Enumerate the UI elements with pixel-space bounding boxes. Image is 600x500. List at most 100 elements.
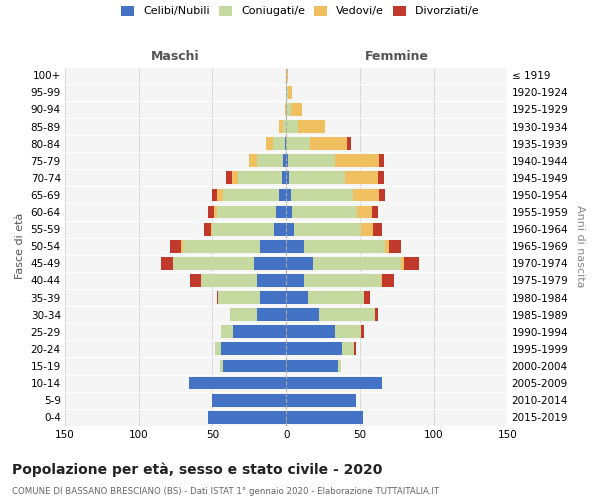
Text: Femmine: Femmine	[365, 50, 429, 63]
Bar	[286, 154, 287, 167]
Bar	[190, 274, 200, 287]
Bar	[298, 120, 325, 133]
Bar	[208, 411, 286, 424]
Bar	[335, 154, 379, 167]
Bar	[221, 342, 286, 355]
Bar	[286, 274, 304, 287]
Bar	[286, 172, 289, 184]
Bar	[279, 120, 283, 133]
Bar	[338, 360, 341, 372]
Text: COMUNE DI BASSANO BRESCIANO (BS) - Dati ISTAT 1° gennaio 2020 - Elaborazione TUT: COMUNE DI BASSANO BRESCIANO (BS) - Dati …	[12, 488, 439, 496]
Bar	[286, 188, 290, 202]
Bar	[293, 222, 361, 235]
Bar	[283, 120, 286, 133]
Legend: Celibi/Nubili, Coniugati/e, Vedovi/e, Divorziat​i/e: Celibi/Nubili, Coniugati/e, Vedovi/e, Di…	[121, 6, 479, 16]
Bar	[353, 188, 379, 202]
Bar	[200, 274, 257, 287]
Bar	[212, 188, 217, 202]
Bar	[274, 222, 286, 235]
Bar	[233, 326, 286, 338]
Bar	[250, 154, 257, 167]
Bar	[364, 291, 370, 304]
Bar	[389, 240, 401, 252]
Bar	[238, 172, 282, 184]
Bar	[345, 172, 377, 184]
Bar	[374, 308, 377, 321]
Bar	[286, 376, 382, 390]
Bar	[354, 342, 356, 355]
Bar	[260, 240, 286, 252]
Bar	[287, 154, 335, 167]
Bar	[203, 222, 211, 235]
Bar	[385, 240, 389, 252]
Bar	[286, 137, 310, 150]
Bar	[292, 206, 357, 218]
Bar	[183, 240, 260, 252]
Bar	[286, 120, 298, 133]
Bar	[401, 257, 404, 270]
Bar	[290, 103, 302, 116]
Bar	[286, 103, 290, 116]
Text: Popolazione per età, sesso e stato civile - 2020: Popolazione per età, sesso e stato civil…	[12, 462, 382, 477]
Bar	[170, 240, 181, 252]
Bar	[214, 206, 217, 218]
Bar	[380, 274, 382, 287]
Bar	[286, 222, 293, 235]
Bar	[260, 291, 286, 304]
Bar	[217, 291, 218, 304]
Bar	[308, 291, 364, 304]
Bar	[273, 137, 285, 150]
Bar	[377, 172, 383, 184]
Bar	[283, 154, 286, 167]
Bar	[361, 222, 373, 235]
Bar	[404, 257, 419, 270]
Bar	[279, 188, 286, 202]
Bar	[313, 257, 401, 270]
Bar	[286, 326, 335, 338]
Bar	[335, 326, 361, 338]
Bar	[286, 342, 342, 355]
Bar	[361, 326, 364, 338]
Bar	[286, 291, 308, 304]
Bar	[212, 394, 286, 406]
Bar	[310, 137, 347, 150]
Bar	[220, 360, 223, 372]
Bar	[286, 308, 319, 321]
Bar	[285, 103, 286, 116]
Bar	[379, 154, 383, 167]
Bar	[342, 342, 354, 355]
Bar	[289, 172, 345, 184]
Bar	[282, 172, 286, 184]
Bar	[290, 188, 353, 202]
Bar	[373, 222, 382, 235]
Bar	[286, 206, 292, 218]
Bar	[217, 206, 276, 218]
Bar	[286, 360, 338, 372]
Bar	[357, 206, 372, 218]
Bar	[254, 257, 286, 270]
Bar	[286, 411, 363, 424]
Y-axis label: Anni di nascita: Anni di nascita	[575, 205, 585, 288]
Bar	[285, 137, 286, 150]
Bar	[304, 274, 380, 287]
Bar	[215, 342, 221, 355]
Bar	[223, 360, 286, 372]
Bar	[221, 326, 233, 338]
Bar	[226, 172, 232, 184]
Bar	[382, 274, 394, 287]
Bar	[189, 376, 286, 390]
Bar	[211, 222, 212, 235]
Bar	[379, 188, 385, 202]
Bar	[319, 308, 374, 321]
Bar	[372, 206, 377, 218]
Bar	[286, 257, 313, 270]
Bar	[304, 240, 385, 252]
Bar	[212, 222, 274, 235]
Bar	[181, 240, 183, 252]
Bar	[347, 137, 351, 150]
Bar	[287, 86, 292, 99]
Bar	[286, 240, 304, 252]
Bar	[218, 291, 260, 304]
Bar	[223, 188, 279, 202]
Bar	[257, 308, 286, 321]
